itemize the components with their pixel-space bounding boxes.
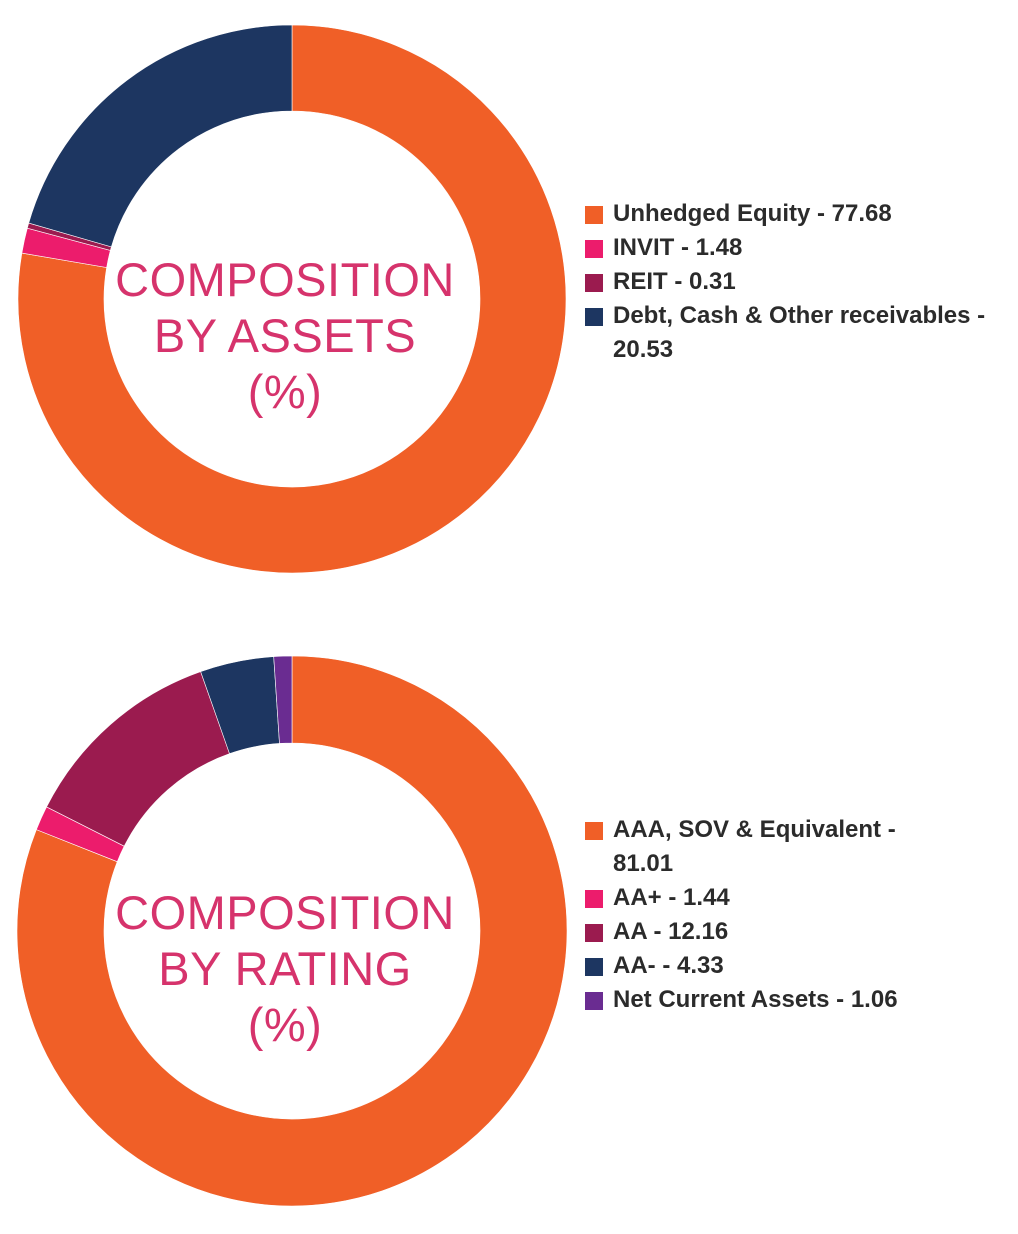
rating-composition-chart: COMPOSITION BY RATING (%) AAA, SOV & Equ…: [0, 630, 1018, 1234]
assets-donut: [17, 24, 567, 574]
assets-legend: Unhedged Equity - 77.68 INVIT - 1.48 REI…: [585, 197, 1010, 367]
legend-swatch: [585, 890, 603, 908]
rating-donut: [16, 655, 568, 1207]
legend-label: Debt, Cash & Other receivables - 20.53: [613, 302, 986, 363]
rating-title-line-1: COMPOSITION: [115, 886, 455, 939]
legend-label: AA+ - 1.44: [613, 884, 730, 911]
legend-item-invit: INVIT - 1.48: [585, 231, 1010, 265]
legend-item-aa-plus: AA+ - 1.44: [585, 881, 930, 915]
rating-title-line-3: (%): [247, 998, 323, 1051]
legend-item-aaa-sov: AAA, SOV & Equivalent - 81.01: [585, 813, 930, 881]
legend-item-debt-cash: Debt, Cash & Other receivables - 20.53: [585, 299, 1010, 367]
legend-swatch: [585, 992, 603, 1010]
legend-swatch: [585, 274, 603, 292]
legend-item-unhedged-equity: Unhedged Equity - 77.68: [585, 197, 1010, 231]
legend-swatch: [585, 958, 603, 976]
assets-title-line-1: COMPOSITION: [115, 253, 455, 306]
legend-item-reit: REIT - 0.31: [585, 265, 1010, 299]
legend-label: AA- - 4.33: [613, 952, 724, 979]
slice-net-current-assets: [273, 655, 293, 744]
legend-swatch: [585, 206, 603, 224]
legend-swatch: [585, 822, 603, 840]
assets-title-line-2: BY ASSETS: [153, 309, 417, 362]
legend-swatch: [585, 924, 603, 942]
assets-composition-chart: COMPOSITION BY ASSETS (%) Unhedged Equit…: [0, 0, 1018, 600]
legend-label: Net Current Assets - 1.06: [613, 986, 898, 1013]
assets-title-line-3: (%): [247, 365, 323, 418]
legend-item-aa-minus: AA- - 4.33: [585, 949, 930, 983]
rating-center-title: COMPOSITION BY RATING (%): [85, 885, 485, 1053]
slice-debt-cash-other-receivables: [28, 24, 293, 248]
legend-label: REIT - 0.31: [613, 268, 736, 295]
assets-center-title: COMPOSITION BY ASSETS (%): [85, 252, 485, 420]
slice-unhedged-equity: [17, 24, 567, 574]
rating-title-line-2: BY RATING: [158, 942, 412, 995]
legend-label: Unhedged Equity - 77.68: [613, 200, 892, 227]
rating-legend: AAA, SOV & Equivalent - 81.01 AA+ - 1.44…: [585, 813, 930, 1017]
legend-label: AA - 12.16: [613, 918, 729, 945]
legend-item-aa: AA - 12.16: [585, 915, 930, 949]
legend-swatch: [585, 308, 603, 326]
slice-aaa-sov-equivalent: [16, 655, 568, 1207]
slice-aa: [46, 671, 230, 847]
legend-label: AAA, SOV & Equivalent - 81.01: [613, 816, 896, 877]
legend-swatch: [585, 240, 603, 258]
legend-item-net-current-assets: Net Current Assets - 1.06: [585, 983, 930, 1017]
legend-label: INVIT - 1.48: [613, 234, 743, 261]
